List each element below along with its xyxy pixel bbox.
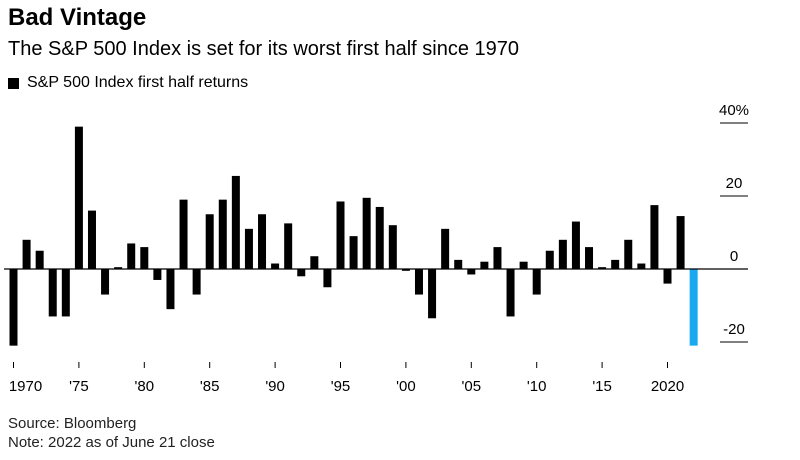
bar-2019: [650, 205, 659, 270]
bar-1975: [74, 126, 83, 270]
bar-1985: [205, 214, 214, 269]
bar-2011: [545, 250, 554, 269]
legend-label: S&P 500 Index first half returns: [27, 74, 249, 91]
y-tick-label-3: -20: [723, 321, 745, 338]
legend: S&P 500 Index first half returns: [8, 74, 248, 92]
bar-2014: [585, 247, 594, 269]
bar-2000: [401, 269, 410, 271]
bar-2009: [519, 261, 528, 269]
x-tick-label-0: 1970: [9, 378, 42, 395]
bar-1979: [127, 243, 136, 269]
source-text: Source: Bloomberg: [8, 415, 137, 432]
x-tick-label-7: '05: [462, 378, 482, 395]
y-tick-label-2: 0: [730, 248, 738, 265]
bar-2010: [532, 269, 541, 295]
bar-1990: [271, 263, 280, 269]
bar-2015: [598, 267, 607, 269]
bar-1984: [192, 269, 201, 295]
bar-1995: [336, 201, 345, 269]
bar-2021: [676, 216, 685, 269]
bar-2001: [414, 269, 423, 295]
bar-2013: [571, 221, 580, 269]
bar-2003: [441, 228, 450, 269]
x-tick-label-3: '85: [200, 378, 220, 395]
bar-1986: [218, 199, 227, 269]
x-tick-label-8: '10: [527, 378, 547, 395]
chart-title: Bad Vintage: [8, 4, 147, 31]
bar-1977: [101, 269, 110, 295]
bar-1970: [9, 269, 18, 346]
chart-subtitle: The S&P 500 Index is set for its worst f…: [8, 38, 519, 60]
bar-1993: [310, 256, 319, 269]
bar-2007: [493, 247, 502, 269]
bar-2017: [624, 239, 633, 269]
bar-1976: [87, 210, 96, 269]
bar-1991: [284, 223, 293, 270]
bar-1988: [244, 228, 253, 269]
bar-1989: [258, 214, 267, 269]
x-tick-label-5: '95: [331, 378, 351, 395]
x-tick-label-2: '80: [135, 378, 155, 395]
bar-1982: [166, 269, 175, 310]
bar-1987: [231, 175, 240, 269]
bar-2022: [689, 269, 698, 346]
bar-2012: [558, 239, 567, 269]
bar-1994: [323, 269, 332, 288]
bar-1981: [153, 269, 162, 280]
bar-1971: [22, 239, 31, 269]
bar-1978: [114, 267, 123, 269]
bar-1997: [362, 197, 371, 269]
bar-2006: [480, 261, 489, 269]
bar-1998: [375, 206, 384, 269]
bar-2018: [637, 263, 646, 269]
x-tick-label-9: '15: [592, 378, 612, 395]
y-tick-label-1: 20: [726, 175, 743, 192]
bar-2004: [454, 259, 463, 270]
bar-1972: [35, 250, 44, 269]
note-text: Note: 2022 as of June 21 close: [8, 434, 215, 451]
bar-2005: [467, 269, 476, 275]
source-note: Source: Bloomberg Note: 2022 as of June …: [8, 414, 215, 452]
bar-2002: [428, 269, 437, 319]
bar-1973: [48, 269, 57, 317]
bar-1999: [388, 225, 397, 269]
bar-2020: [663, 269, 672, 284]
bar-1996: [349, 236, 358, 269]
x-tick-label-4: '90: [265, 378, 285, 395]
x-tick-label-10: 2020: [651, 378, 684, 395]
x-tick-label-1: '75: [69, 378, 89, 395]
bar-2016: [611, 259, 620, 270]
bar-2008: [506, 269, 515, 317]
bar-1992: [297, 269, 306, 277]
bar-1974: [61, 269, 70, 317]
y-tick-label-0: 40%: [719, 102, 749, 119]
x-tick-label-6: '00: [396, 378, 416, 395]
legend-swatch: [8, 77, 19, 89]
bar-1980: [140, 247, 149, 269]
bar-1983: [179, 199, 188, 269]
